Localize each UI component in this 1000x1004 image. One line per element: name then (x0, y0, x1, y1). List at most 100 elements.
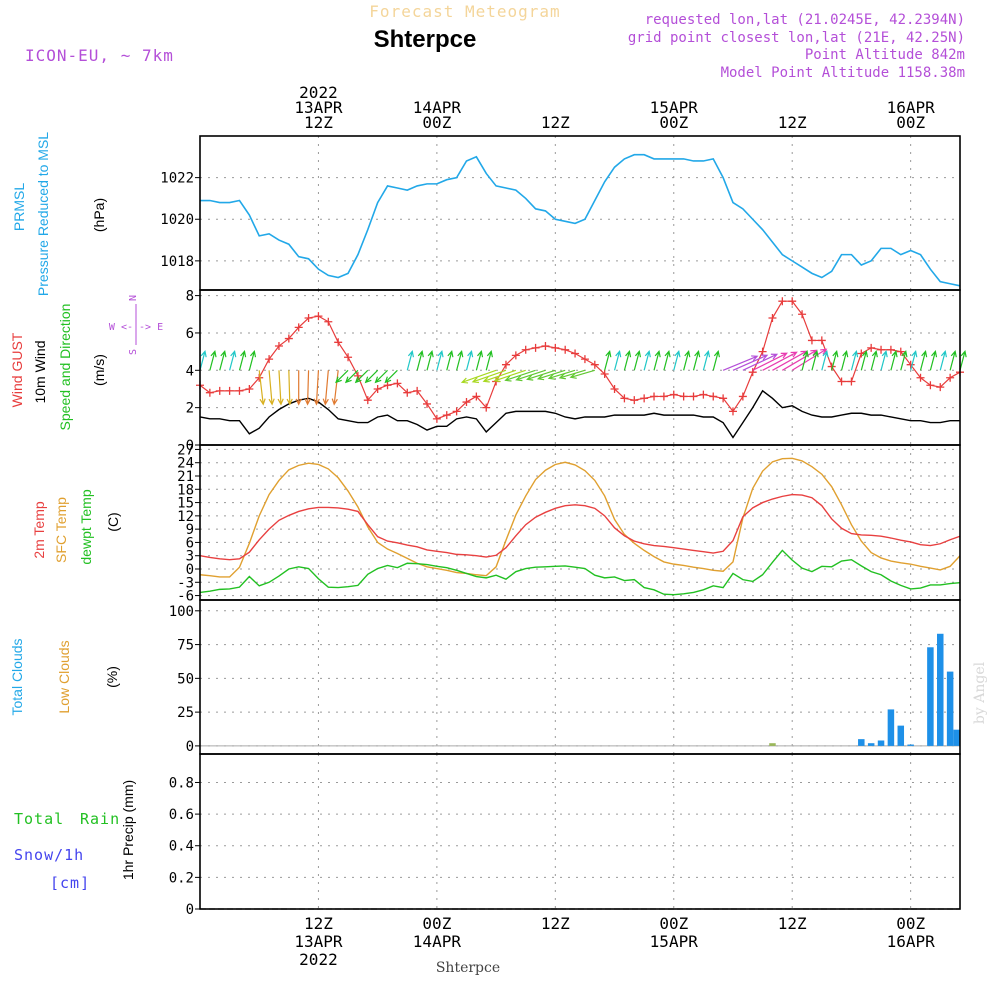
wind-direction-arrow (949, 349, 957, 371)
gust-marker (482, 403, 491, 412)
gust-marker (580, 355, 589, 364)
wind-direction-arrow (248, 349, 257, 371)
wind-direction-arrow (485, 349, 493, 371)
y-tick-label: 3 (186, 549, 194, 565)
gust-marker (610, 384, 619, 393)
info-requested: requested lon,lat (21.0245E, 42.2394N) (645, 12, 965, 28)
bottom-time-label: 14APR (413, 932, 462, 951)
gust-marker (590, 360, 599, 369)
wind-direction-arrow (364, 369, 379, 384)
footer-station: Shterpce (436, 960, 500, 976)
bottom-time-label: 16APR (887, 932, 936, 951)
y-tick-label: 15 (177, 496, 194, 512)
wind-direction-arrow (295, 370, 302, 406)
gust-marker (689, 392, 698, 401)
clouds-label-total: Total Clouds (9, 638, 25, 715)
total-cloud-bar (907, 744, 914, 746)
gust-marker (926, 381, 935, 390)
data-marks (196, 153, 967, 910)
wind-direction-arrow (683, 349, 691, 371)
wind-direction-arrow (456, 349, 464, 371)
wind-direction-arrow (199, 349, 207, 371)
wind-direction-arrow (732, 354, 769, 371)
wind-label-10m: 10m Wind (32, 340, 48, 403)
top-time-label: 12Z (778, 113, 807, 132)
total-cloud-bar (953, 729, 960, 746)
temp-2m-line (199, 493, 961, 561)
top-time-label: 14APR (413, 98, 462, 117)
wind-direction-arrow (890, 349, 898, 371)
y-tick-label: 27 (177, 442, 194, 458)
wind-direction-arrow (850, 349, 859, 371)
temp-unit: (C) (105, 512, 121, 531)
gust-marker (640, 394, 649, 403)
precip-label-rain: Rain (80, 810, 120, 828)
wind-direction-arrow (919, 349, 928, 371)
wind-direction-arrow (286, 370, 293, 406)
wind-direction-arrow (526, 369, 556, 381)
axis-ticks: 10181020102202468-6-30369121518212427025… (160, 171, 200, 918)
panel-frame (199, 753, 961, 910)
y-tick-label: 0 (186, 562, 194, 578)
gust-marker (719, 394, 728, 403)
y-tick-label: 1022 (160, 171, 194, 187)
wind-direction-arrow (465, 349, 474, 371)
wind-direction-arrow (536, 369, 566, 381)
y-tick-label: 0 (186, 739, 194, 755)
gust-marker (659, 392, 668, 401)
gust-marker (837, 377, 846, 386)
gust-marker (294, 323, 303, 332)
gust-marker (847, 377, 856, 386)
wind-direction-arrow (268, 370, 275, 406)
total-cloud-bar (937, 633, 944, 746)
forecast-title: Forecast Meteogram (369, 2, 560, 21)
gust-marker (906, 360, 915, 369)
precip-label-snow: Snow/1h (14, 846, 84, 864)
gust-marker (245, 384, 254, 393)
y-tick-label: 0.6 (169, 807, 194, 823)
wind-gust-line (199, 300, 961, 420)
wind-direction-arrow (762, 351, 798, 371)
bottom-time-label: 12Z (304, 914, 333, 933)
wind-direction-arrow (959, 349, 967, 371)
gust-marker (501, 360, 510, 369)
wind-direction-arrow (840, 349, 849, 371)
gust-marker (205, 388, 214, 397)
gust-marker (748, 368, 757, 377)
wind-direction-arrow (569, 369, 595, 379)
wind-direction-arrow (258, 370, 266, 406)
top-time-label: 12Z (304, 113, 333, 132)
clouds-unit: (%) (104, 666, 120, 688)
gust-marker (817, 336, 826, 345)
bottom-time-label: 12Z (778, 914, 807, 933)
panel-frame (199, 135, 961, 291)
wind-direction-arrow (446, 349, 454, 371)
y-tick-label: 8 (186, 289, 194, 305)
gust-marker (334, 338, 343, 347)
compass-north: N (128, 295, 139, 301)
panel-frames (199, 135, 961, 910)
total-cloud-bar (946, 671, 954, 746)
wind-direction-arrow (406, 349, 415, 371)
y-tick-label: 1020 (160, 212, 194, 228)
gust-marker (679, 392, 688, 401)
bottom-time-label: 2022 (299, 950, 338, 969)
station-title: Shterpce (374, 26, 477, 53)
wind-direction-arrow (277, 370, 284, 406)
wind-unit: (m/s) (91, 354, 107, 386)
top-time-label: 00Z (659, 113, 688, 132)
gust-marker (778, 297, 787, 306)
wind-direction-arrow (209, 349, 217, 371)
gust-marker (304, 314, 313, 323)
gust-marker (284, 334, 293, 343)
wind-direction-arrow (219, 349, 227, 371)
wind-direction-arrow (558, 369, 586, 380)
wind-direction-arrow (821, 349, 829, 371)
wind-direction-arrow (613, 349, 622, 371)
gust-marker (699, 390, 708, 399)
gust-marker (423, 399, 432, 408)
gust-marker (551, 343, 560, 352)
bottom-time-label: 00Z (659, 914, 688, 933)
gust-marker (620, 394, 629, 403)
